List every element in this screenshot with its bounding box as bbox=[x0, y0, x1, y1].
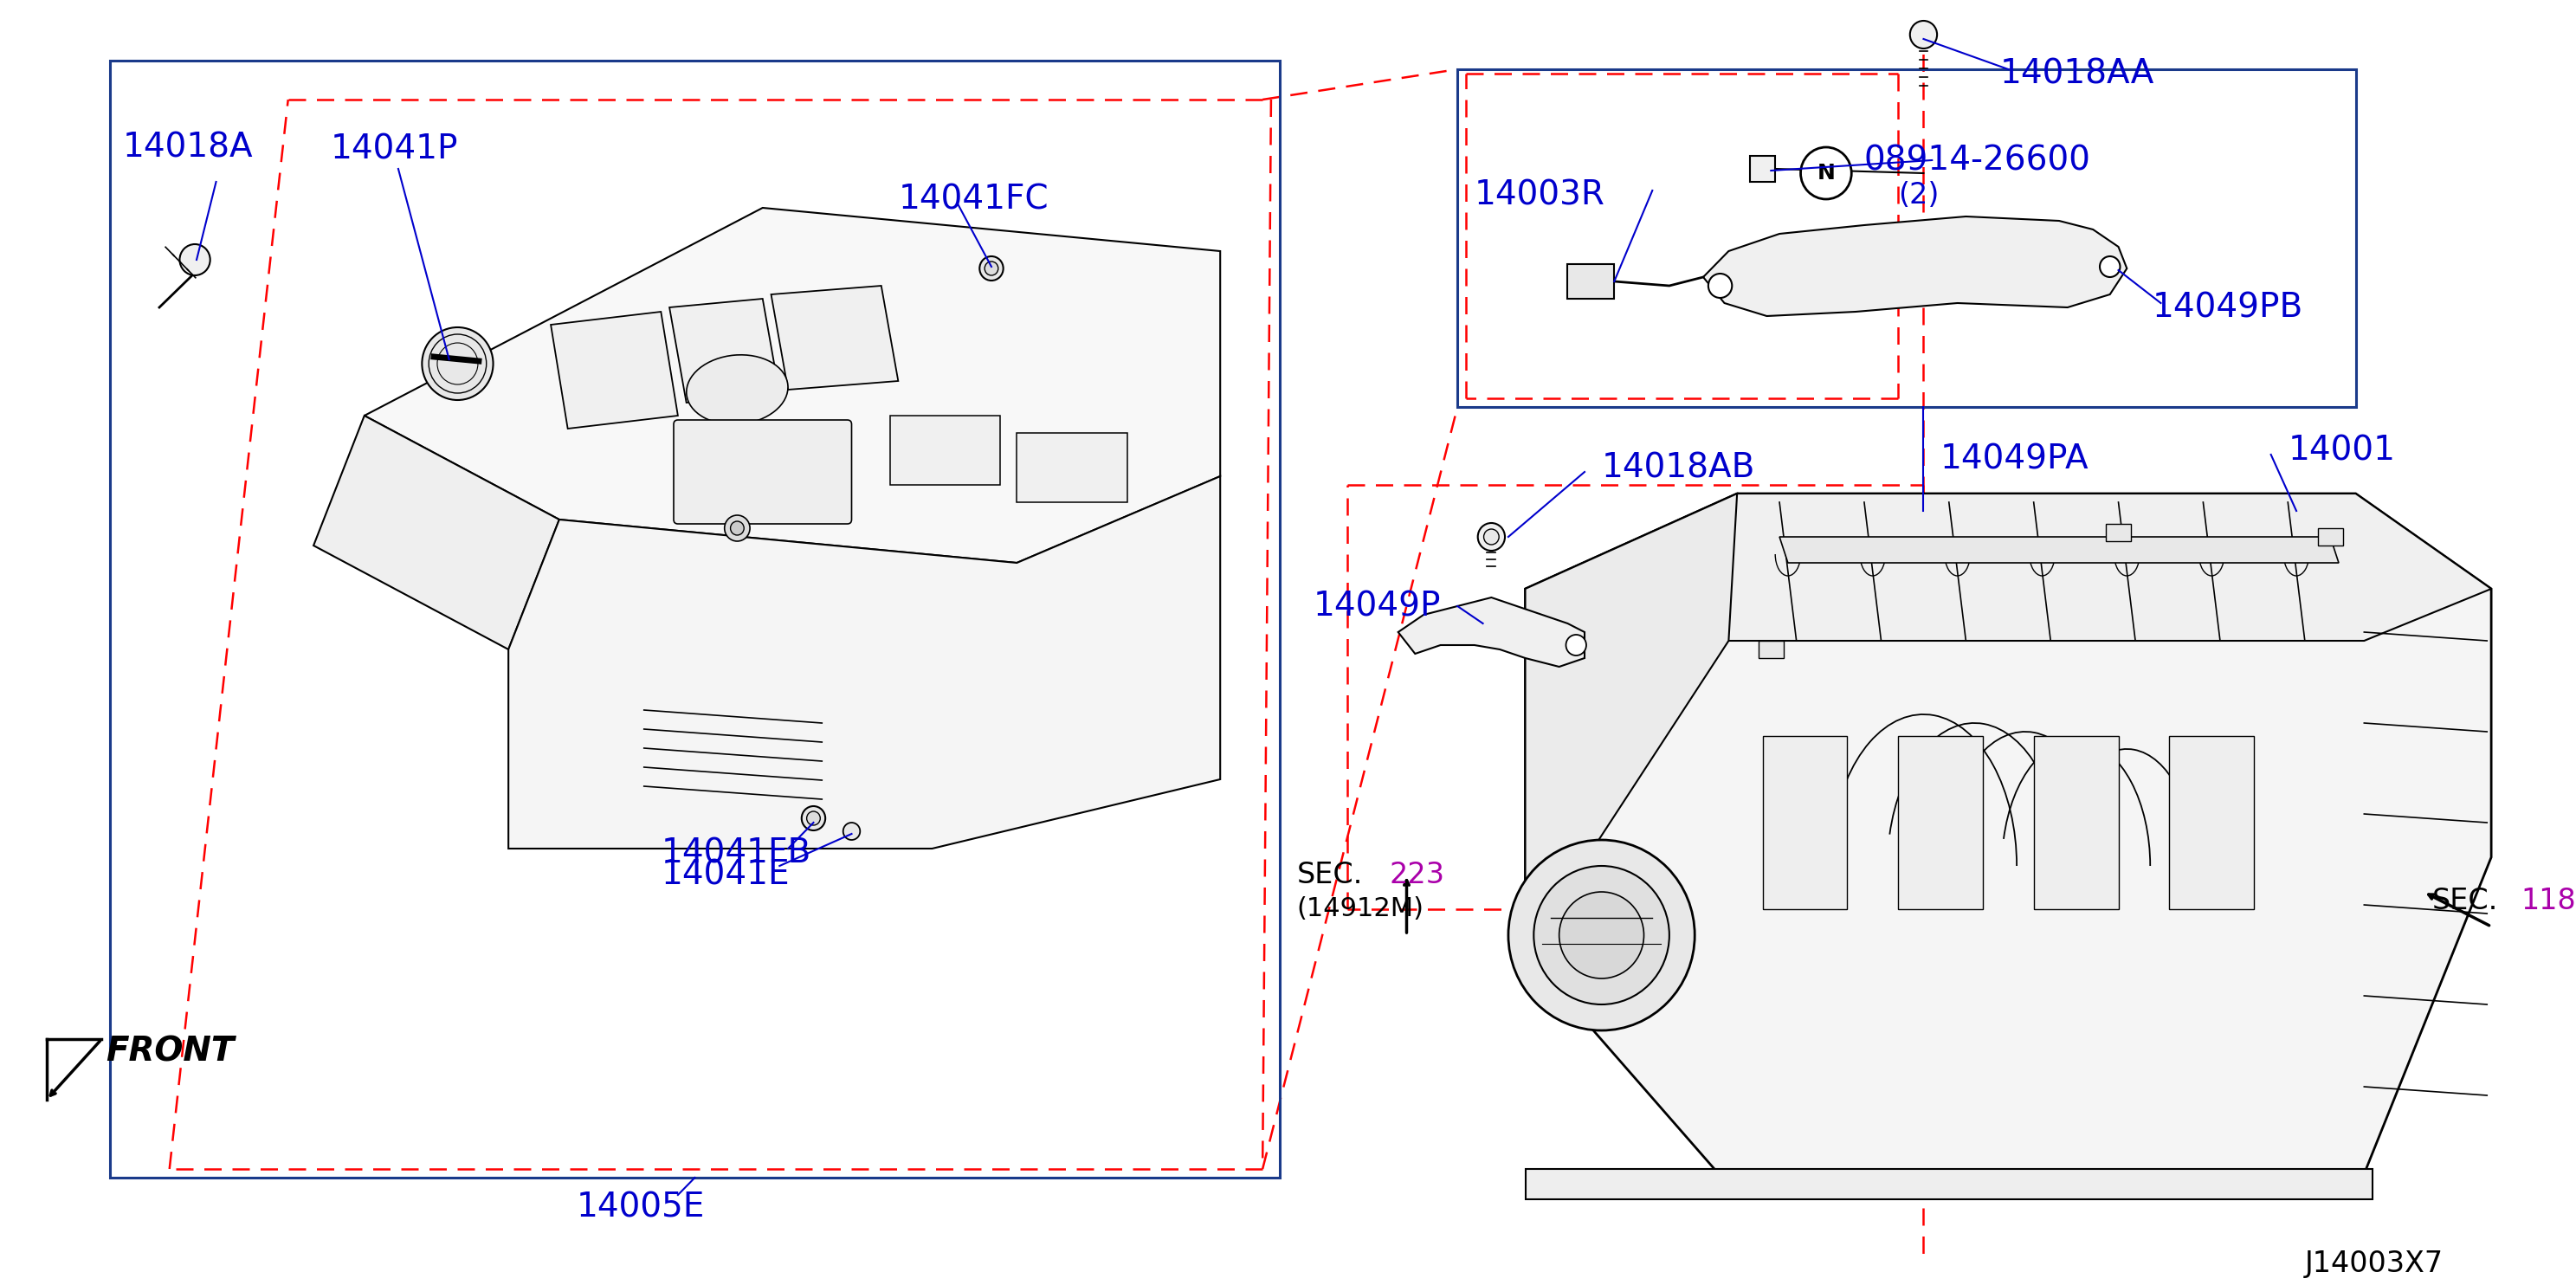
Bar bbox=[1458, 69, 2354, 407]
Text: 14005E: 14005E bbox=[577, 1191, 706, 1225]
Text: 14018AB: 14018AB bbox=[1602, 451, 1754, 484]
Circle shape bbox=[2099, 256, 2120, 278]
Text: 14003R: 14003R bbox=[1473, 179, 1605, 211]
Circle shape bbox=[1708, 274, 1731, 298]
Polygon shape bbox=[670, 298, 781, 402]
Bar bbox=[1018, 433, 1126, 502]
Bar bbox=[1899, 736, 1984, 910]
Circle shape bbox=[1484, 529, 1499, 545]
Bar bbox=[1569, 265, 1615, 298]
Bar bbox=[889, 415, 999, 484]
Text: 14041P: 14041P bbox=[330, 132, 459, 166]
Circle shape bbox=[984, 262, 997, 275]
Circle shape bbox=[1801, 148, 1852, 199]
Circle shape bbox=[732, 522, 744, 535]
Bar bbox=[111, 60, 1280, 1177]
Text: 118: 118 bbox=[2522, 887, 2576, 915]
Text: (14912M): (14912M) bbox=[1296, 897, 1425, 921]
Circle shape bbox=[724, 515, 750, 541]
Text: 223: 223 bbox=[1388, 860, 1445, 889]
Text: 14018AA: 14018AA bbox=[1999, 57, 2154, 90]
Circle shape bbox=[979, 256, 1002, 280]
Text: 14049PB: 14049PB bbox=[2154, 290, 2303, 324]
Bar bbox=[1749, 155, 1775, 182]
Circle shape bbox=[1909, 21, 1937, 49]
Polygon shape bbox=[1780, 537, 2339, 563]
Text: 14018A: 14018A bbox=[124, 131, 252, 163]
Text: 14001: 14001 bbox=[2287, 434, 2396, 466]
Text: 14049PA: 14049PA bbox=[1940, 442, 2089, 475]
Text: 14041FB: 14041FB bbox=[662, 837, 811, 870]
Circle shape bbox=[1533, 866, 1669, 1005]
Circle shape bbox=[180, 244, 211, 275]
Text: J14003X7: J14003X7 bbox=[2306, 1250, 2445, 1279]
Circle shape bbox=[801, 806, 824, 830]
Bar bbox=[2169, 736, 2254, 910]
Circle shape bbox=[1479, 523, 1504, 551]
Polygon shape bbox=[1525, 493, 2491, 1195]
Polygon shape bbox=[1525, 493, 1736, 952]
Polygon shape bbox=[1703, 216, 2128, 316]
Bar bbox=[1759, 641, 1783, 658]
FancyBboxPatch shape bbox=[675, 420, 853, 524]
Circle shape bbox=[1566, 635, 1587, 655]
Text: 14041FC: 14041FC bbox=[899, 182, 1048, 216]
Bar bbox=[2032, 736, 2117, 910]
Text: (2): (2) bbox=[1899, 180, 1940, 209]
Text: 14041E: 14041E bbox=[662, 858, 791, 891]
Bar bbox=[2105, 524, 2130, 541]
Bar bbox=[1525, 1169, 2372, 1199]
Polygon shape bbox=[1525, 493, 2491, 641]
Text: FRONT: FRONT bbox=[106, 1036, 234, 1069]
Circle shape bbox=[842, 822, 860, 840]
Bar bbox=[1762, 736, 1847, 910]
Bar bbox=[2318, 528, 2344, 546]
Circle shape bbox=[1558, 892, 1643, 978]
Polygon shape bbox=[314, 415, 559, 649]
Polygon shape bbox=[770, 285, 899, 389]
Text: N: N bbox=[1816, 163, 1834, 184]
Ellipse shape bbox=[685, 355, 788, 424]
Polygon shape bbox=[1399, 598, 1584, 667]
Polygon shape bbox=[551, 312, 677, 429]
Text: SEC.: SEC. bbox=[2432, 887, 2499, 915]
Text: SEC.: SEC. bbox=[1296, 860, 1363, 889]
Polygon shape bbox=[363, 208, 1221, 563]
Circle shape bbox=[422, 328, 492, 400]
Text: 14049P: 14049P bbox=[1314, 590, 1440, 623]
Circle shape bbox=[806, 811, 819, 825]
Polygon shape bbox=[507, 477, 1221, 848]
Text: 08914-26600: 08914-26600 bbox=[1865, 144, 2092, 176]
Circle shape bbox=[1510, 840, 1695, 1031]
